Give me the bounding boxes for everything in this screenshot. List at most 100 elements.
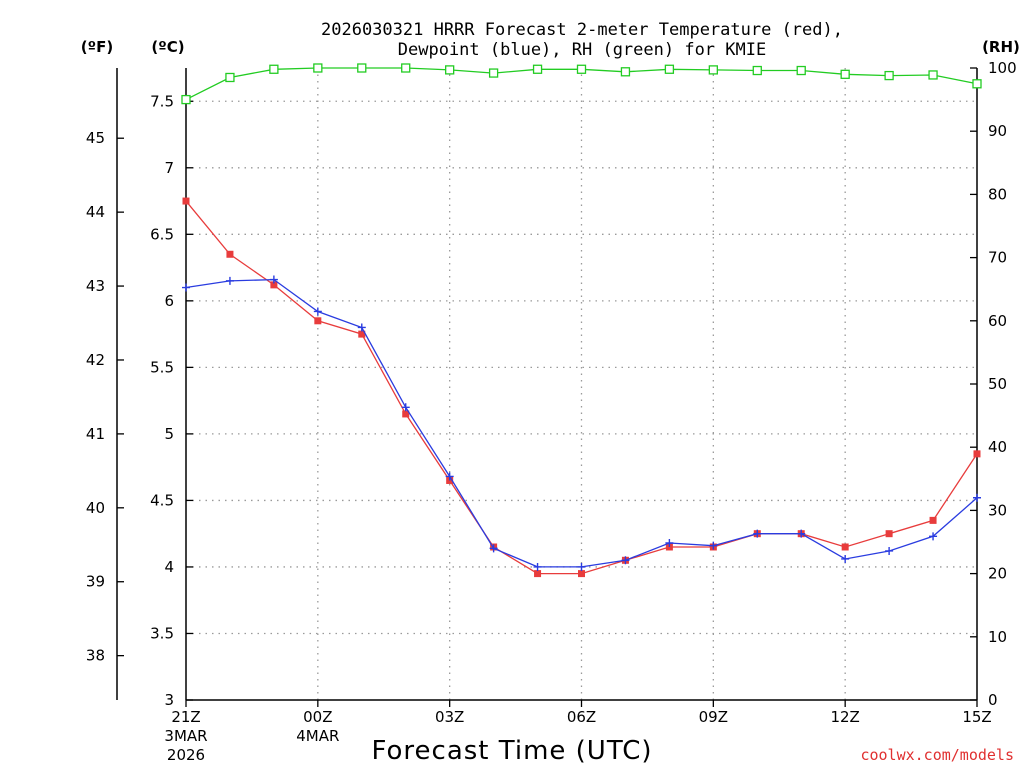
dewpoint-point (445, 472, 454, 481)
grid-lines (186, 68, 977, 700)
dewpoint-point (797, 529, 806, 538)
x-axis-label: Forecast Time (UTC) (371, 736, 652, 766)
rh-tick-label: 30 (988, 501, 1007, 519)
fahrenheit-tick-label: 40 (86, 499, 105, 517)
tick-labels: 33.544.555.566.577.521Z3MAR202600Z4MAR03… (86, 59, 1017, 764)
2-meter-temperature-point (578, 570, 585, 578)
2-meter-temperature-point (314, 317, 322, 325)
rh-tick-label: 70 (988, 249, 1007, 267)
fahrenheit-tick-label: 44 (86, 203, 105, 221)
rh-point (620, 67, 631, 77)
dewpoint-point (313, 307, 322, 316)
time-tick-label: 15Z (962, 708, 991, 726)
chart-axes (116, 67, 978, 707)
rh-unit-label: (RH) (982, 38, 1020, 56)
2-meter-temperature-point (402, 410, 410, 418)
dewpoint-point (225, 276, 234, 285)
2-meter-temperature-point (358, 330, 366, 338)
celsius-tick-label: 7.5 (150, 92, 174, 110)
rh-point (884, 70, 894, 81)
celsius-tick-label: 5 (164, 425, 174, 443)
chart-title-line2: Dewpoint (blue), RH (green) for KMIE (398, 40, 766, 60)
fahrenheit-tick-label: 38 (86, 647, 105, 665)
rh-tick-label: 80 (988, 185, 1007, 203)
rh-tick-label: 0 (988, 691, 998, 709)
rh-point (752, 65, 762, 76)
dewpoint-point (577, 562, 586, 571)
2-meter-temperature-point (973, 450, 981, 458)
2-meter-temperature-point (929, 516, 937, 524)
2-meter-temperature-point (841, 543, 849, 551)
time-tick-label: 06Z (567, 708, 596, 726)
dewpoint-point (182, 283, 190, 292)
dewpoint-point (841, 554, 850, 563)
date-tick-label: 4MAR (296, 727, 339, 745)
chart-title-line1: 2026030321 HRRR Forecast 2-meter Tempera… (321, 20, 843, 40)
rh-tick-label: 90 (988, 122, 1007, 140)
rh-point (225, 72, 235, 83)
rh-point (796, 65, 806, 76)
celsius-tick-label: 6 (164, 292, 174, 310)
dewpoint-point (709, 541, 718, 550)
rh-point (840, 69, 850, 79)
rh-point (313, 63, 323, 73)
fahrenheit-tick-label: 41 (86, 425, 105, 443)
rh-point (972, 79, 982, 89)
rh-point (928, 70, 938, 80)
2-meter-temperature-point (885, 530, 893, 538)
2-meter-temperature-point (534, 570, 542, 578)
source-credit: coolwx.com/models (860, 746, 1014, 764)
rh-point (181, 94, 191, 105)
rh-point (576, 64, 587, 74)
celsius-unit-label: (ºC) (151, 38, 184, 56)
rh-tick-label: 100 (988, 59, 1017, 77)
dewpoint-point (973, 493, 981, 502)
celsius-tick-label: 4.5 (150, 491, 174, 509)
rh-point (532, 64, 543, 74)
celsius-tick-label: 6.5 (150, 225, 174, 243)
dewpoint-point (929, 532, 938, 541)
date-tick-label: 3MAR (164, 727, 207, 745)
celsius-tick-label: 7 (164, 159, 174, 177)
2-meter-temperature-point (270, 281, 278, 289)
dewpoint-point (885, 546, 894, 555)
time-tick-label: 03Z (435, 708, 464, 726)
dewpoint-point (753, 529, 762, 538)
rh-point (401, 63, 411, 73)
dewpoint-point (489, 544, 498, 553)
series-layer (181, 63, 982, 578)
2-meter-temperature-point (226, 250, 234, 258)
rh-tick-label: 40 (988, 438, 1007, 456)
dewpoint-point (621, 556, 630, 565)
dewpoint-point (269, 275, 278, 284)
fahrenheit-tick-label: 39 (86, 573, 105, 591)
rh-point (488, 68, 499, 78)
rh-tick-label: 10 (988, 628, 1007, 646)
dewpoint-point (533, 562, 542, 571)
fahrenheit-tick-label: 43 (86, 277, 105, 295)
fahrenheit-tick-label: 42 (86, 351, 105, 369)
time-tick-label: 09Z (699, 708, 728, 726)
rh-tick-label: 50 (988, 375, 1007, 393)
fahrenheit-unit-label: (ºF) (81, 38, 113, 56)
rh-point (664, 64, 675, 74)
rh-point (445, 65, 455, 75)
celsius-tick-label: 4 (164, 558, 174, 576)
year-tick-label: 2026 (167, 746, 205, 764)
dewpoint-point (401, 403, 410, 412)
celsius-tick-label: 3 (164, 691, 174, 709)
dewpoint-point (665, 538, 674, 547)
rh-point (269, 64, 279, 74)
fahrenheit-tick-label: 45 (86, 129, 105, 147)
rh-tick-label: 20 (988, 565, 1007, 583)
celsius-tick-label: 3.5 (150, 624, 174, 642)
2-meter-temperature-point (182, 197, 190, 205)
time-tick-label: 12Z (830, 708, 859, 726)
rh-tick-label: 60 (988, 312, 1007, 330)
celsius-tick-label: 5.5 (150, 358, 174, 376)
time-tick-label: 21Z (171, 708, 200, 726)
rh-point (357, 63, 367, 73)
rh-point (708, 65, 718, 75)
dewpoint-point (357, 323, 366, 332)
